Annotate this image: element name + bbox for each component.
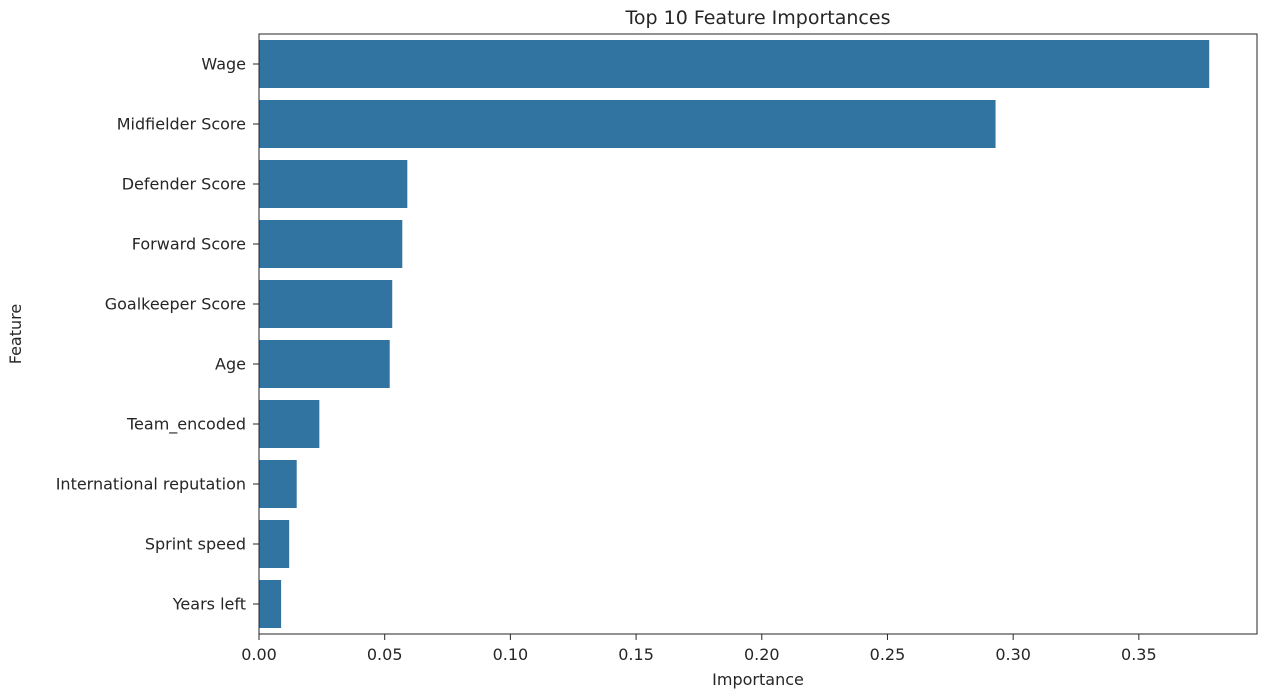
x-tick-label: 0.10 [493,645,529,664]
bar-wage [259,40,1210,88]
y-tick-label: International reputation [56,475,246,494]
y-tick-label: Forward Score [132,235,246,254]
y-tick-label: Goalkeeper Score [105,295,246,314]
x-axis-title: Importance [712,670,804,689]
x-tick-label: 0.35 [1121,645,1157,664]
chart-title: Top 10 Feature Importances [625,7,891,29]
y-tick-label: Wage [201,55,246,74]
bar-midfielder-score [259,100,996,148]
y-axis: Wage Midfielder Score Defender Score Forwar… [56,55,259,614]
y-tick-label: Team_encoded [126,415,246,435]
x-axis: 0.00 0.05 0.10 0.15 0.20 0.25 0.30 0.35 [241,634,1157,664]
bar-team-encoded [259,400,320,448]
y-tick-label: Age [215,355,246,374]
y-tick-label: Midfielder Score [117,115,246,134]
bar-goalkeeper-score [259,280,393,328]
bar-defender-score [259,160,408,208]
bars-group [259,40,1210,628]
x-tick-label: 0.30 [995,645,1031,664]
x-tick-label: 0.20 [744,645,780,664]
y-tick-label: Sprint speed [145,535,246,554]
bar-sprint-speed [259,520,290,568]
bar-international-reputation [259,460,297,508]
plot-frame [258,33,1258,635]
bar-years-left [259,580,282,628]
x-tick-label: 0.15 [618,645,654,664]
y-tick-label: Defender Score [122,175,246,194]
bar-forward-score [259,220,403,268]
x-tick-label: 0.05 [367,645,403,664]
y-axis-title: Feature [6,304,25,364]
bar-age [259,340,390,388]
y-tick-label: Years left [172,595,246,614]
x-tick-label: 0.25 [870,645,906,664]
x-tick-label: 0.00 [241,645,277,664]
